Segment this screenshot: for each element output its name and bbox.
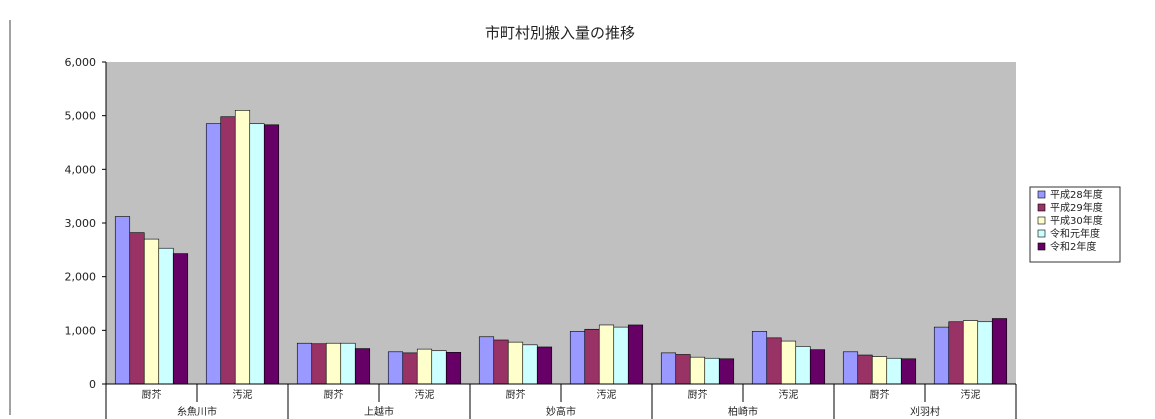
bar	[172, 253, 189, 385]
legend-label: 平成28年度	[1050, 188, 1103, 201]
y-tick-label: 5,000	[65, 110, 97, 123]
bar	[249, 123, 265, 385]
bar	[493, 339, 509, 385]
y-axis: 0 1,000 2,000 3,000 4,000 5,000 6,000	[65, 56, 107, 391]
legend-swatch	[1037, 242, 1046, 251]
legend-swatch	[1037, 203, 1046, 212]
group-label: 糸魚川市	[177, 405, 217, 418]
legend-swatch	[1037, 190, 1046, 199]
bar	[387, 351, 404, 385]
category-label: 汚泥	[779, 388, 799, 401]
bar	[809, 349, 826, 385]
y-tick-label: 3,000	[65, 217, 97, 230]
bar	[689, 356, 706, 385]
bar	[522, 344, 538, 385]
bar	[569, 331, 586, 385]
bar	[718, 358, 735, 385]
chart-title: 市町村別搬入量の推移	[485, 24, 635, 42]
bar	[296, 342, 313, 385]
bar	[114, 216, 131, 385]
bar	[627, 324, 644, 385]
bar	[948, 321, 964, 385]
bar	[143, 238, 160, 385]
bar	[842, 351, 859, 385]
legend-label: 令和2年度	[1050, 240, 1096, 253]
y-tick-label: 1,000	[65, 324, 97, 337]
legend-label: 平成29年度	[1050, 201, 1103, 214]
bar	[991, 318, 1008, 385]
bar	[445, 352, 462, 385]
group-label: 妙高市	[546, 405, 576, 418]
bar	[402, 352, 418, 385]
bar	[857, 354, 873, 385]
bar	[780, 340, 797, 385]
bar	[795, 346, 811, 385]
category-label: 汚泥	[233, 388, 253, 401]
category-label: 汚泥	[961, 388, 981, 401]
bar	[205, 123, 222, 385]
category-label: 厨芥	[688, 389, 708, 401]
bar	[675, 354, 691, 385]
legend-label: 平成30年度	[1050, 214, 1103, 227]
bar	[584, 328, 600, 385]
bar	[507, 341, 524, 385]
bar	[660, 352, 677, 385]
category-label: 厨芥	[870, 389, 890, 401]
bar	[158, 247, 174, 385]
y-tick-label: 0	[89, 378, 96, 391]
group-label: 刈羽村	[910, 405, 940, 418]
bar	[766, 337, 782, 385]
bar	[977, 321, 993, 385]
bar	[478, 336, 495, 385]
bar	[751, 331, 768, 385]
legend-box	[1029, 186, 1121, 263]
bar	[704, 357, 720, 385]
bar	[613, 326, 629, 385]
bar	[129, 232, 145, 385]
bar	[354, 348, 371, 385]
legend-swatch	[1037, 229, 1046, 238]
bar	[325, 342, 342, 385]
y-tick-label: 4,000	[65, 163, 97, 176]
bar	[900, 358, 917, 385]
bar	[431, 350, 447, 385]
category-label: 厨芥	[142, 389, 162, 401]
bar	[933, 326, 950, 385]
category-label: 厨芥	[324, 389, 344, 401]
bar	[263, 124, 280, 385]
y-tick-label: 6,000	[65, 56, 97, 69]
bar	[220, 116, 236, 385]
category-label: 汚泥	[597, 388, 617, 401]
category-label: 厨芥	[506, 389, 526, 401]
group-label: 柏崎市	[728, 405, 758, 418]
bar	[311, 343, 327, 385]
legend-swatch	[1037, 216, 1046, 225]
legend-label: 令和元年度	[1050, 227, 1100, 240]
bar	[416, 348, 433, 385]
group-label: 上越市	[364, 405, 394, 418]
bar	[962, 320, 979, 385]
bar	[598, 324, 615, 385]
bar	[536, 346, 553, 385]
category-label: 汚泥	[415, 388, 435, 401]
bar	[886, 357, 902, 385]
bar	[871, 356, 888, 385]
y-tick-label: 2,000	[65, 271, 97, 284]
bar	[234, 110, 251, 385]
bar	[340, 342, 356, 385]
